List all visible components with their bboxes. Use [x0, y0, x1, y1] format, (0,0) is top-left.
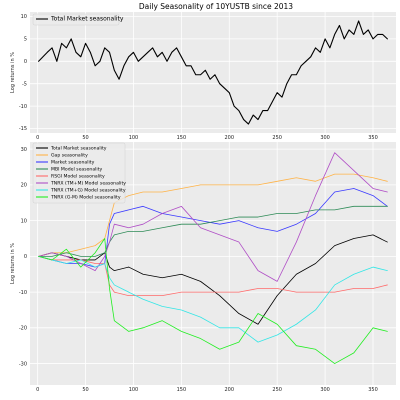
top-plot-area [30, 12, 396, 133]
legend-entry: TNRX (TM+G) Model seasonality [50, 188, 126, 194]
bottom-x-tick-labels: 0 50 100 150 200 250 300 350 [36, 387, 378, 393]
x-tick-label: 150 [177, 387, 187, 393]
x-tick-label: 50 [82, 387, 88, 393]
legend-entry: Market seasonality [51, 160, 95, 166]
y-tick-label: -15 [19, 126, 27, 132]
y-tick-label: -10 [19, 290, 27, 296]
y-tick-label: -30 [19, 361, 27, 367]
y-tick-label: 20 [21, 183, 27, 189]
top-grid [30, 12, 396, 133]
x-tick-label: 300 [320, 135, 330, 141]
top-y-tick-labels: -15 -10 -5 0 5 10 [19, 14, 27, 132]
y-tick-label: 0 [24, 59, 27, 65]
x-tick-label: 300 [320, 387, 330, 393]
x-tick-label: 100 [129, 135, 139, 141]
bottom-y-axis-label: Log returns in % [10, 243, 16, 284]
y-tick-label: -20 [19, 326, 27, 332]
series-line-tnrx-g-m-model-seasonality [38, 238, 388, 364]
y-tick-label: 10 [21, 14, 27, 20]
y-tick-label: -10 [19, 104, 27, 110]
y-tick-label: 10 [21, 218, 27, 224]
figure-title: Daily Seasonality of 10YUSTB since 2013 [139, 2, 293, 11]
series-line-gap-seasonality [38, 173, 388, 257]
x-tick-label: 200 [225, 387, 235, 393]
bottom-y-tick-labels: -30 -20 -10 0 10 20 30 [19, 147, 27, 367]
x-tick-label: 0 [36, 135, 39, 141]
top-x-tick-labels: 0 50 100 150 200 250 300 350 [36, 135, 378, 141]
series-line-total-market-seasonality [38, 234, 388, 325]
legend-box [32, 13, 120, 26]
legend-entry: MBI Model seasonality [51, 167, 103, 173]
y-tick-label: 0 [24, 254, 27, 260]
x-tick-label: 200 [225, 135, 235, 141]
top-panel: 0 50 100 150 200 250 300 350 -15 -10 -5 0 5 10 Log r… [10, 12, 396, 141]
bottom-panel: 0 50 100 150 200 250 300 350 -30 -20 -10 0 10 20 30 L… [10, 142, 396, 393]
series-line-tnrx-tm-g-model-seasonality [38, 255, 388, 343]
legend-box [32, 142, 126, 204]
x-tick-label: 350 [368, 135, 378, 141]
legend-entry: TNRX (G-M) Model seasonality [50, 195, 121, 201]
legend-entry: TNRX (TM+M) Model seasonality [50, 181, 126, 187]
x-tick-label: 250 [272, 387, 282, 393]
top-series-lines [38, 20, 388, 125]
x-tick-label: 150 [177, 135, 187, 141]
x-tick-label: 50 [82, 135, 88, 141]
y-tick-label: -5 [22, 81, 27, 87]
legend-entry: Total Market seasonality [50, 16, 124, 23]
series-line-mbi-model-seasonality [38, 205, 388, 257]
x-tick-label: 250 [272, 135, 282, 141]
series-line-tnrx-tm-m-model-seasonality [38, 152, 388, 282]
series-line-total-market-seasonality [38, 20, 388, 125]
x-tick-label: 100 [129, 387, 139, 393]
top-y-axis-label: Log returns in % [10, 52, 16, 93]
top-legend: Total Market seasonality [32, 13, 124, 26]
series-line-market-seasonality [38, 188, 388, 268]
series-line-rsgi-model-seasonality [38, 255, 388, 297]
y-tick-label: 30 [21, 147, 27, 153]
bottom-series-lines [38, 152, 388, 364]
x-tick-label: 0 [36, 387, 39, 393]
legend-entry: Gap seasonality [51, 153, 88, 159]
legend-entry: RSGI Model seasonality [51, 174, 105, 180]
y-tick-label: 5 [24, 37, 27, 43]
legend-entry: Total Market seasonality [50, 146, 107, 152]
x-tick-label: 350 [368, 387, 378, 393]
